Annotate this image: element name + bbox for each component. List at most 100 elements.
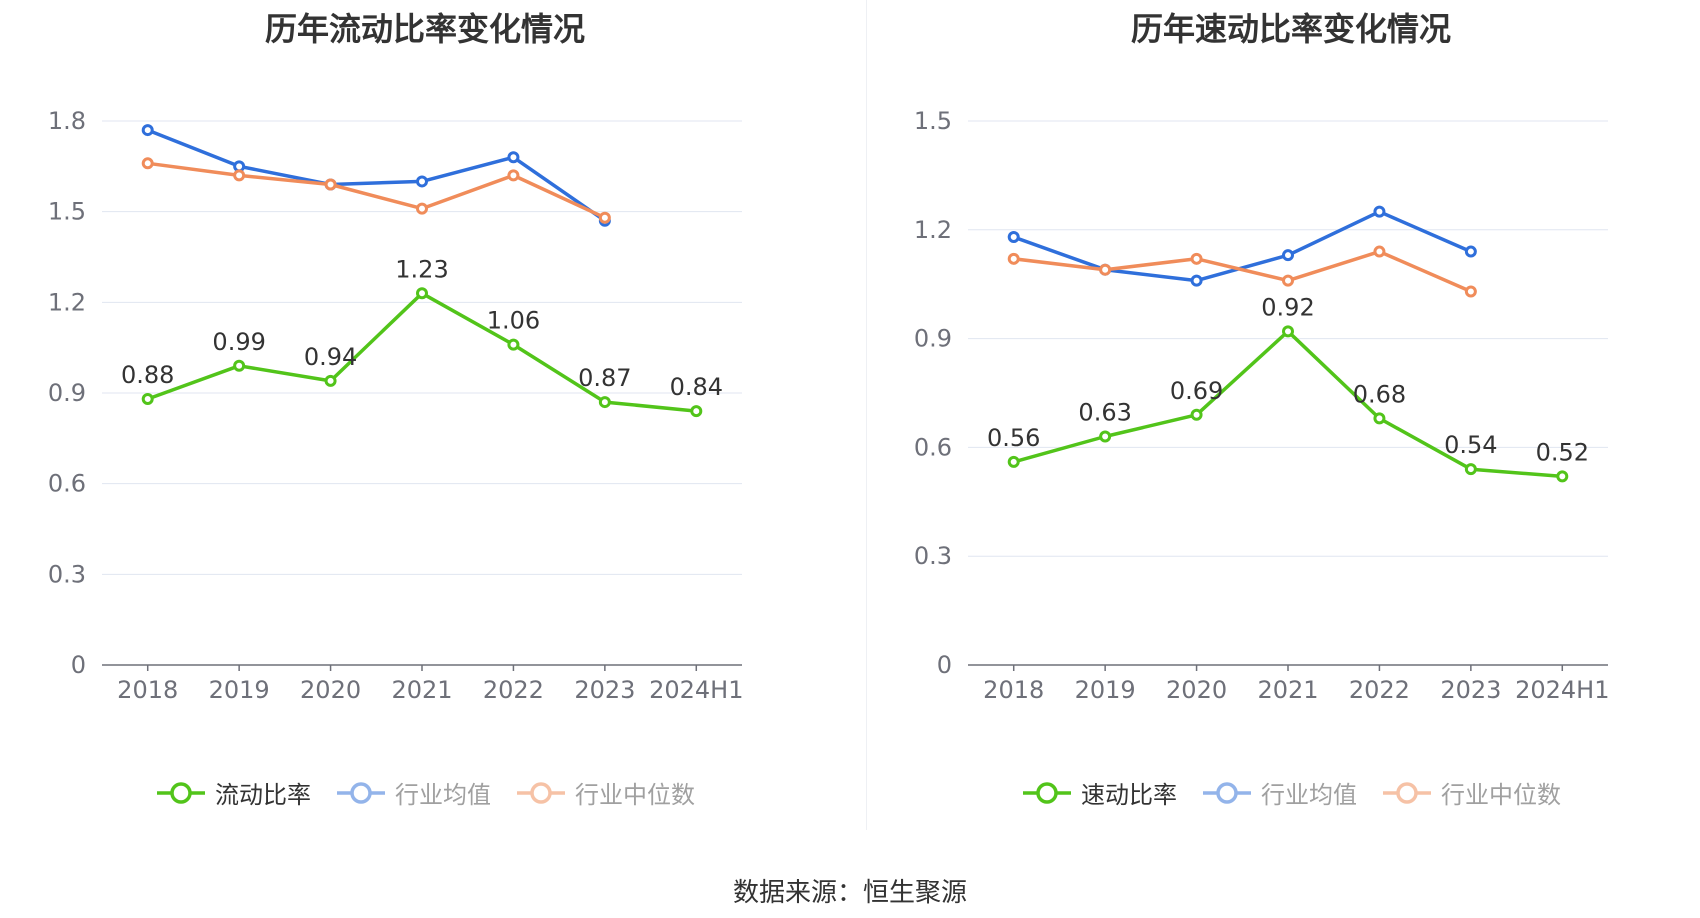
data-point <box>324 374 337 387</box>
legend-item[interactable]: 流动比率 <box>155 775 311 810</box>
data-point <box>1282 274 1294 287</box>
data-point <box>1282 249 1294 262</box>
x-tick-label: 2020 <box>1166 676 1227 704</box>
chart-title: 历年流动比率变化情况 <box>264 10 585 48</box>
panel-divider <box>866 0 867 830</box>
legend-label: 流动比率 <box>215 781 311 809</box>
data-source: 数据来源：恒生聚源 <box>732 878 967 908</box>
legend-marker <box>1036 781 1058 804</box>
x-tick-label: 2024H1 <box>649 676 743 704</box>
legend-marker <box>350 781 372 804</box>
data-point <box>1282 325 1294 338</box>
y-tick-label: 0.9 <box>48 379 86 407</box>
data-label: 0.68 <box>1353 380 1406 408</box>
data-label: 0.88 <box>121 361 174 389</box>
data-label: 0.56 <box>987 424 1040 452</box>
y-tick-label: 0.3 <box>48 560 86 588</box>
y-tick-label: 1.5 <box>914 107 952 135</box>
legend-line-circle-icon <box>517 781 565 804</box>
x-tick-label: 2024H1 <box>1515 676 1609 704</box>
data-label: 0.92 <box>1261 293 1314 321</box>
data-point <box>416 175 428 188</box>
data-point <box>416 202 428 215</box>
legend-line-circle-icon <box>337 781 385 804</box>
x-tick-label: 2023 <box>1440 676 1501 704</box>
quick-ratio-plot: 0 0.3 0.6 0.9 1.2 1.5 2018 2019 2020 2021 2022 2023… <box>914 107 1610 704</box>
series-line <box>1013 249 1472 294</box>
data-point <box>598 396 611 409</box>
series-line <box>147 161 606 220</box>
data-point <box>1099 263 1112 276</box>
x-tick-label: 2020 <box>300 676 361 704</box>
data-point <box>1464 245 1477 258</box>
legend-label: 速动比率 <box>1081 781 1177 809</box>
data-point <box>1464 285 1477 298</box>
y-tick-label: 0 <box>71 651 86 679</box>
legend-line-circle-icon <box>157 781 205 804</box>
data-point <box>1099 430 1112 443</box>
data-point <box>598 211 611 224</box>
x-tick-label: 2021 <box>391 676 452 704</box>
data-point <box>141 393 154 406</box>
data-point <box>1556 470 1569 483</box>
data-label: 0.54 <box>1444 431 1497 459</box>
data-point <box>416 287 428 300</box>
data-label: 0.87 <box>578 364 631 392</box>
legend-line-circle-icon <box>1203 781 1251 804</box>
legend-label: 行业中位数 <box>1441 781 1561 809</box>
data-point <box>1007 231 1020 244</box>
x-tick-label: 2019 <box>1075 676 1136 704</box>
chart-title: 历年速动比率变化情况 <box>1130 10 1451 48</box>
data-point <box>141 157 154 170</box>
x-tick-label: 2018 <box>983 676 1044 704</box>
current-ratio-panel: 历年流动比率变化情况 0 0.3 0.6 0.9 1.2 1.5 1.8 2018 2019 20… <box>0 0 850 830</box>
legend-marker <box>1216 781 1238 804</box>
y-tick-label: 1.2 <box>48 288 86 316</box>
y-tick-label: 0.9 <box>914 325 952 353</box>
data-point <box>1373 245 1386 258</box>
data-point <box>141 124 154 137</box>
y-tick-label: 0.3 <box>914 542 952 570</box>
legend-marker <box>170 781 192 804</box>
legend: 流动比率 行业均值 行业中位数 <box>0 775 850 810</box>
x-tick-label: 2022 <box>1349 676 1410 704</box>
legend: 速动比率 行业均值 行业中位数 <box>866 775 1700 810</box>
data-point <box>1190 274 1203 287</box>
data-point <box>690 405 703 418</box>
data-label: 1.06 <box>487 307 540 335</box>
legend-line-circle-icon <box>1023 781 1071 804</box>
data-point <box>1190 252 1203 265</box>
legend-item[interactable]: 行业均值 <box>1201 775 1357 810</box>
y-tick-label: 1.5 <box>48 198 86 226</box>
legend-item[interactable]: 行业中位数 <box>515 775 695 810</box>
data-point <box>507 151 520 164</box>
legend-item[interactable]: 速动比率 <box>1021 775 1177 810</box>
y-tick-label: 1.8 <box>48 107 86 135</box>
data-point <box>233 359 246 372</box>
quick-ratio-panel: 历年速动比率变化情况 0 0.3 0.6 0.9 1.2 1.5 2018 2019 2020 2… <box>866 0 1700 830</box>
data-label: 0.94 <box>304 343 357 371</box>
data-point <box>1464 463 1477 476</box>
legend-item[interactable]: 行业均值 <box>335 775 491 810</box>
data-point <box>233 169 246 182</box>
x-tick-label: 2021 <box>1257 676 1318 704</box>
y-tick-label: 1.2 <box>914 216 952 244</box>
x-tick-label: 2019 <box>209 676 270 704</box>
data-label: 0.84 <box>670 373 723 401</box>
legend-label: 行业中位数 <box>575 781 695 809</box>
data-label: 0.69 <box>1170 377 1223 405</box>
current-ratio-plot: 0 0.3 0.6 0.9 1.2 1.5 1.8 2018 2019 2020 2021 2022 2… <box>48 107 744 704</box>
data-point <box>1190 408 1203 421</box>
data-point <box>1373 205 1386 218</box>
data-point <box>1007 455 1020 468</box>
data-label: 0.99 <box>212 328 265 356</box>
data-label: 0.63 <box>1078 399 1131 427</box>
y-tick-label: 0.6 <box>48 470 86 498</box>
x-tick-label: 2023 <box>574 676 635 704</box>
data-point <box>507 338 520 351</box>
data-label: 0.52 <box>1536 438 1589 466</box>
x-tick-label: 2022 <box>483 676 544 704</box>
data-point <box>507 169 520 182</box>
data-point <box>1373 412 1386 425</box>
legend-item[interactable]: 行业中位数 <box>1381 775 1561 810</box>
